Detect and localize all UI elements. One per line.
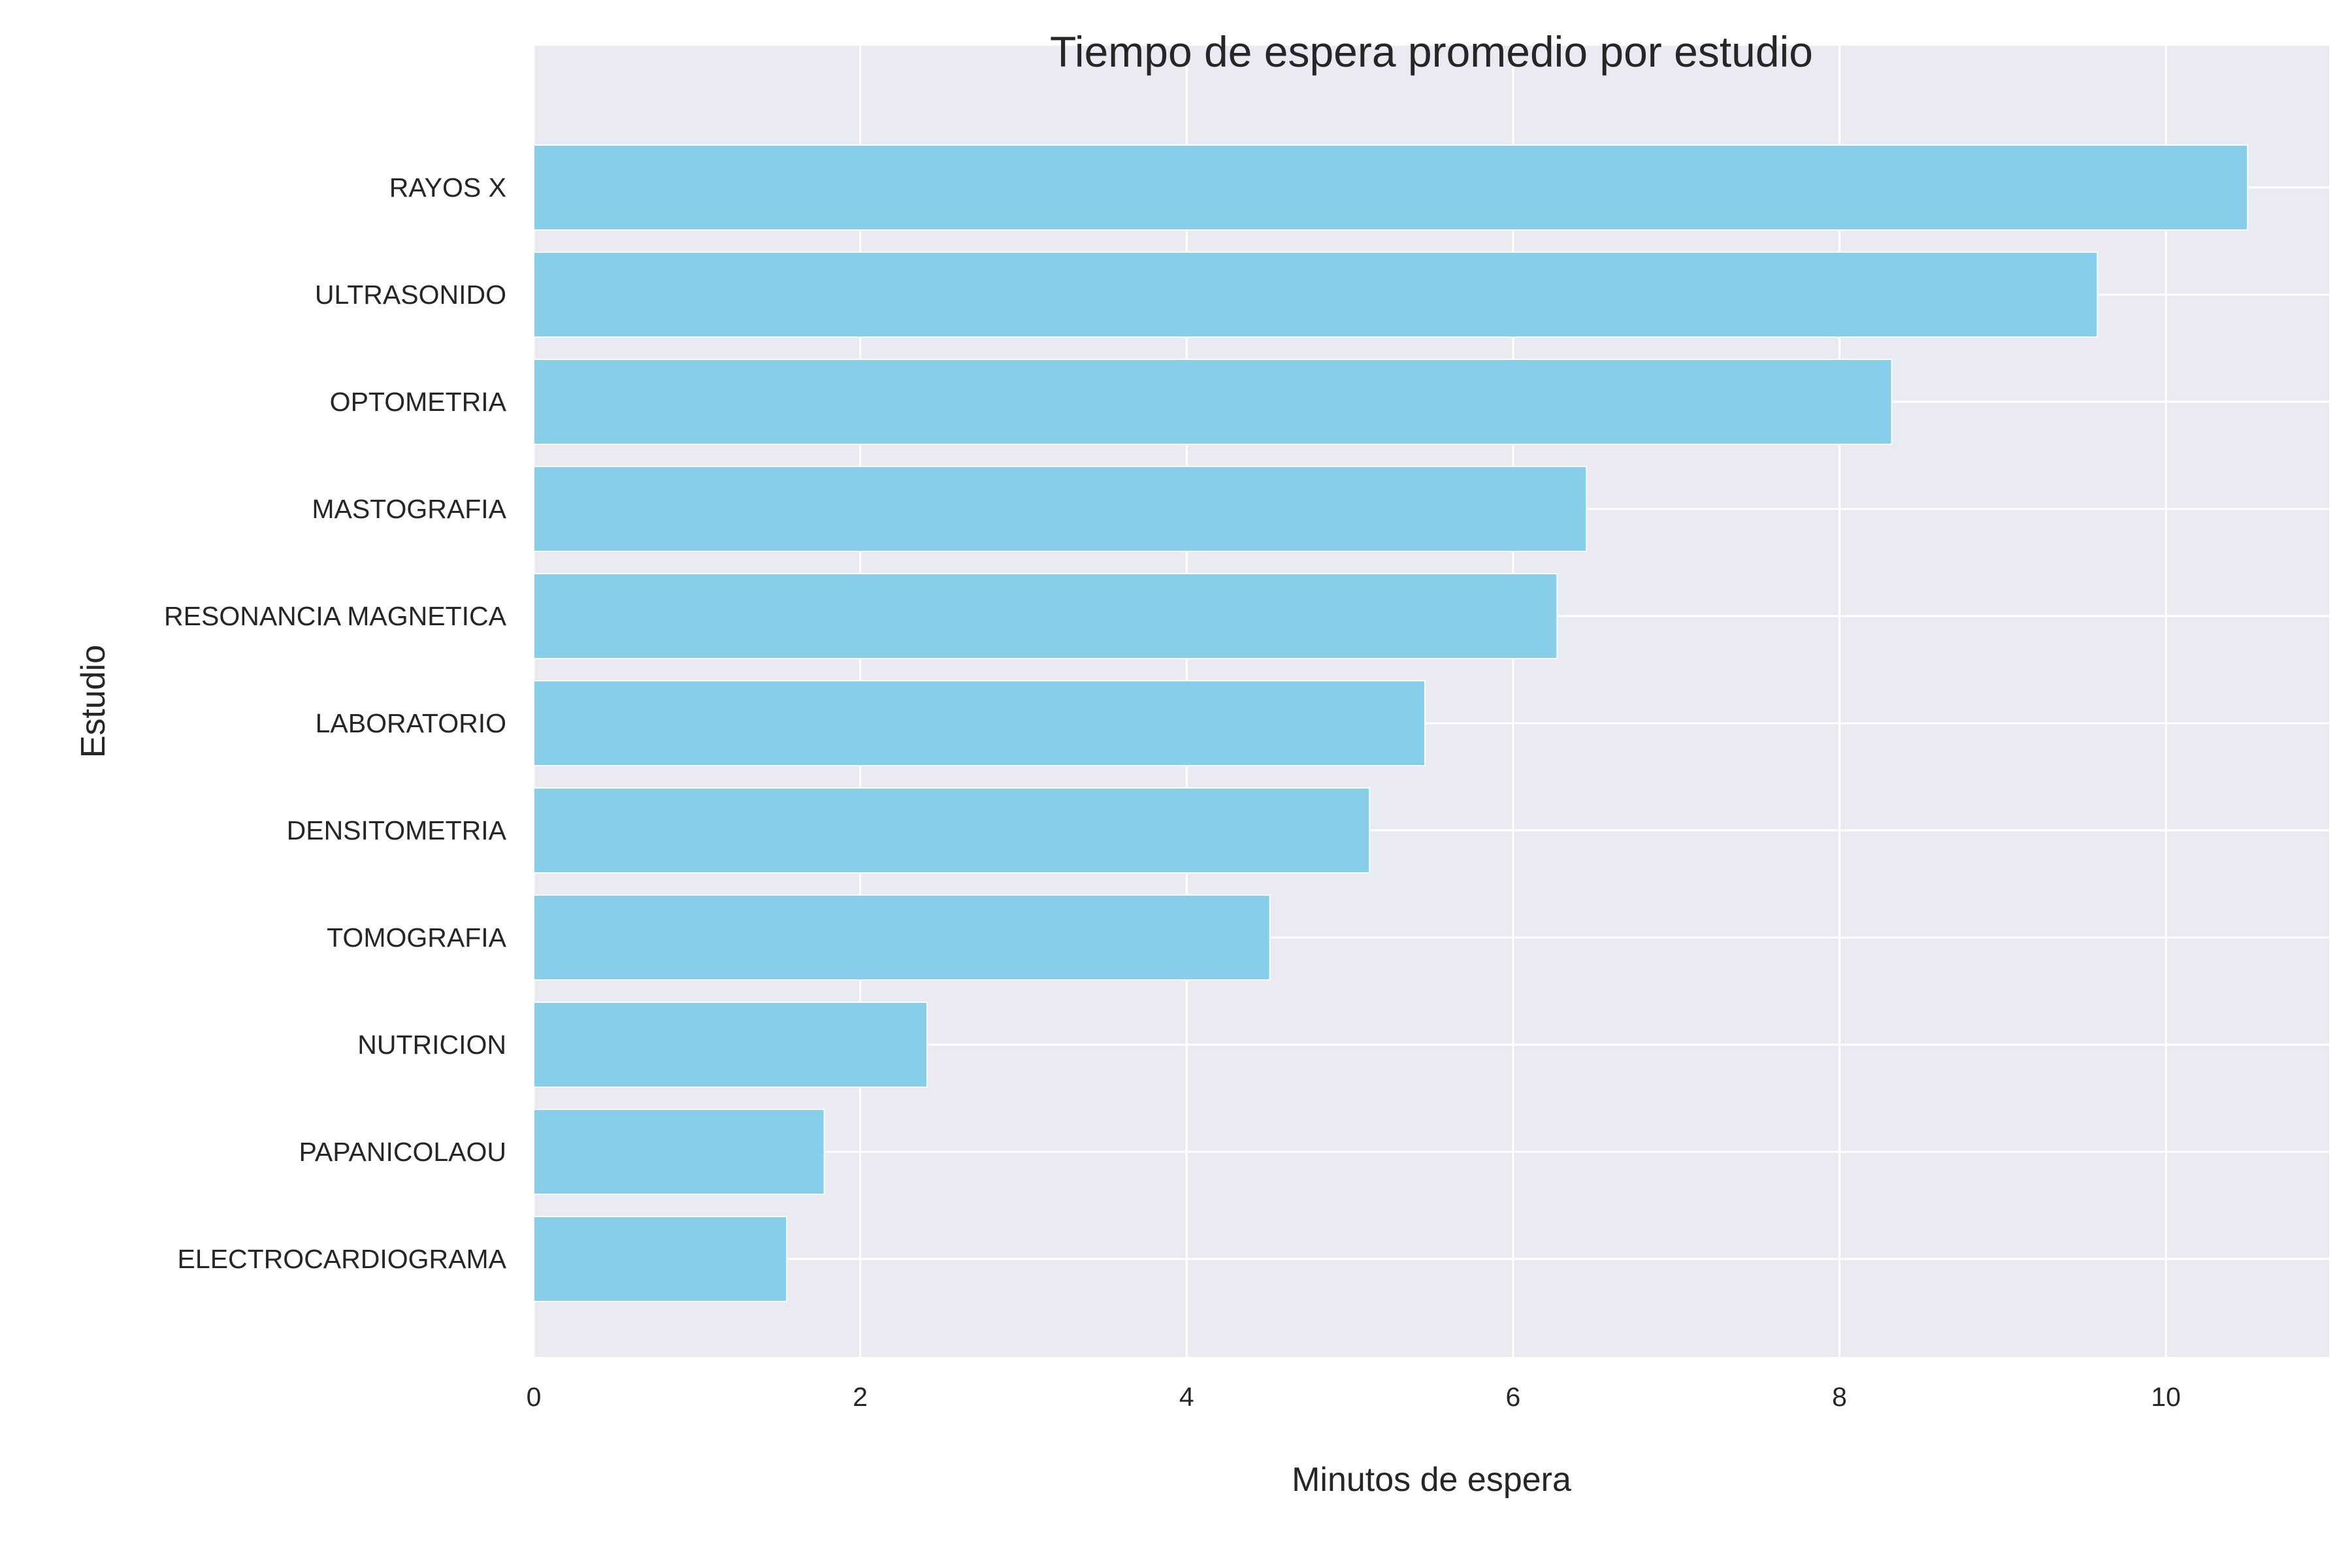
x-tick-label: 8 — [1832, 1382, 1847, 1412]
bar — [533, 1002, 928, 1088]
bar — [533, 787, 1371, 874]
bar — [533, 573, 1558, 659]
y-tick-label: PAPANICOLAOU — [299, 1137, 506, 1167]
x-tick-label: 6 — [1506, 1382, 1521, 1412]
y-tick-label: OPTOMETRIA — [330, 387, 507, 417]
y-tick-label: ULTRASONIDO — [315, 280, 506, 310]
chart-title: Tiempo de espera promedio por estudio — [1050, 27, 1813, 76]
y-axis-label: Estudio — [74, 645, 112, 758]
bar — [533, 680, 1426, 766]
bar — [533, 894, 1271, 981]
y-tick-label: ELECTROCARDIOGRAMA — [178, 1244, 507, 1274]
y-tick-labels: RAYOS X ULTRASONIDO OPTOMETRIA MASTOGRAFIA R… — [164, 172, 507, 1274]
x-axis-label: Minutos de espera — [1292, 1461, 1571, 1499]
x-tick-label: 0 — [527, 1382, 542, 1412]
y-tick-label: NUTRICION — [357, 1030, 506, 1060]
y-tick-label: DENSITOMETRIA — [287, 815, 507, 845]
bars — [533, 144, 2249, 1302]
y-tick-label: RESONANCIA MAGNETICA — [164, 601, 507, 631]
y-tick-label: TOMOGRAFIA — [327, 923, 507, 953]
x-tick-label: 4 — [1179, 1382, 1194, 1412]
x-tick-labels: 0 2 4 6 8 10 — [527, 1382, 2181, 1412]
bar — [533, 252, 2099, 338]
bar — [533, 144, 2249, 231]
bar — [533, 359, 1893, 445]
y-tick-label: LABORATORIO — [316, 708, 506, 738]
bar — [533, 466, 1588, 552]
y-tick-label: RAYOS X — [389, 172, 506, 203]
x-tick-label: 10 — [2151, 1382, 2181, 1412]
x-tick-label: 2 — [853, 1382, 868, 1412]
bar — [533, 1109, 825, 1195]
y-tick-label: MASTOGRAFIA — [312, 494, 506, 524]
bar — [533, 1216, 788, 1302]
